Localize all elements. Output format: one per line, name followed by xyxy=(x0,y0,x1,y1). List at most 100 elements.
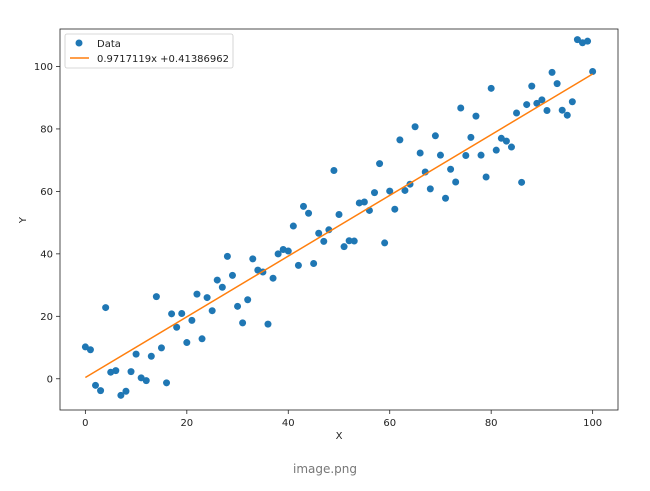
data-point xyxy=(305,209,313,217)
data-point xyxy=(299,202,307,210)
data-point xyxy=(584,37,592,45)
data-point xyxy=(548,68,556,76)
data-point xyxy=(183,339,191,347)
data-point xyxy=(528,82,536,90)
data-point xyxy=(518,178,526,186)
data-point xyxy=(330,166,338,174)
y-tick-label: 100 xyxy=(34,62,53,73)
data-point xyxy=(376,160,384,168)
x-axis-label: X xyxy=(336,431,343,442)
data-point xyxy=(193,290,201,298)
data-point xyxy=(244,296,252,304)
data-point xyxy=(482,173,490,181)
data-point xyxy=(213,276,221,284)
data-point xyxy=(188,316,196,324)
data-point xyxy=(274,250,282,258)
data-point xyxy=(152,293,160,301)
x-tick-label: 60 xyxy=(383,418,396,429)
data-point xyxy=(487,84,495,92)
data-point xyxy=(396,136,404,144)
data-point xyxy=(163,379,171,387)
data-point xyxy=(310,260,318,268)
fit-line xyxy=(84,73,594,379)
data-point xyxy=(157,344,165,352)
fit-line-group xyxy=(84,73,594,379)
x-tick-label: 40 xyxy=(282,418,295,429)
x-tick-label: 100 xyxy=(583,418,602,429)
data-point xyxy=(178,310,186,318)
y-tick-label: 20 xyxy=(40,312,53,323)
data-point xyxy=(513,109,521,117)
data-point xyxy=(523,101,531,109)
data-point xyxy=(127,368,135,376)
data-point xyxy=(92,381,100,389)
data-point xyxy=(401,186,409,194)
data-point xyxy=(294,261,302,269)
data-point xyxy=(436,151,444,159)
data-point xyxy=(507,143,515,151)
data-point xyxy=(122,387,130,395)
axis-ticks: 0 20 40 60 80 100 0 20 40 60 80 100 xyxy=(34,62,602,429)
data-point xyxy=(558,106,566,114)
data-point xyxy=(239,319,247,327)
data-point xyxy=(218,283,226,291)
data-point xyxy=(431,132,439,140)
data-point xyxy=(168,310,176,318)
data-point xyxy=(416,149,424,157)
data-point xyxy=(289,222,297,230)
data-point xyxy=(345,237,353,245)
data-point xyxy=(589,67,597,75)
data-point xyxy=(472,112,480,120)
legend-label-fit-line: 0.9717119x +0.41386962 xyxy=(97,54,229,65)
data-points xyxy=(81,36,597,399)
data-point xyxy=(173,323,181,331)
data-point xyxy=(381,239,389,247)
data-point xyxy=(447,165,455,173)
data-point xyxy=(147,352,155,360)
data-point xyxy=(553,80,561,88)
image-caption: image.png xyxy=(292,462,358,476)
data-point xyxy=(223,252,231,260)
data-point xyxy=(234,302,242,310)
data-point xyxy=(386,187,394,195)
data-point xyxy=(86,346,94,354)
data-point xyxy=(228,271,236,279)
data-point xyxy=(335,211,343,219)
y-axis-label: Y xyxy=(18,216,29,224)
data-point xyxy=(563,111,571,119)
y-tick-label: 0 xyxy=(47,374,53,385)
data-point xyxy=(117,391,125,399)
x-tick-label: 0 xyxy=(82,418,88,429)
data-point xyxy=(112,367,120,375)
data-point xyxy=(452,178,460,186)
data-point xyxy=(543,107,551,115)
data-point xyxy=(315,229,323,237)
data-point xyxy=(97,387,105,395)
data-point xyxy=(492,146,500,154)
data-point xyxy=(371,189,379,197)
legend-box xyxy=(64,33,234,69)
y-tick-label: 40 xyxy=(40,249,53,260)
data-point xyxy=(269,274,277,282)
legend: Data 0.9717119x +0.41386962 xyxy=(64,33,234,69)
data-point xyxy=(284,247,292,255)
data-point xyxy=(462,151,470,159)
data-point xyxy=(340,243,348,251)
data-point xyxy=(457,104,465,112)
data-point xyxy=(142,377,150,385)
data-point xyxy=(350,237,358,245)
legend-label-data: Data xyxy=(97,39,121,50)
data-point xyxy=(411,123,419,131)
data-point xyxy=(426,185,434,193)
data-point xyxy=(249,255,257,263)
y-tick-label: 80 xyxy=(40,124,53,135)
data-point xyxy=(132,350,140,358)
data-point xyxy=(568,98,576,106)
data-point xyxy=(538,96,546,104)
data-point xyxy=(320,237,328,245)
legend-marker-data xyxy=(75,39,83,47)
data-point xyxy=(533,99,541,107)
data-point xyxy=(208,307,216,315)
data-point xyxy=(502,137,510,145)
